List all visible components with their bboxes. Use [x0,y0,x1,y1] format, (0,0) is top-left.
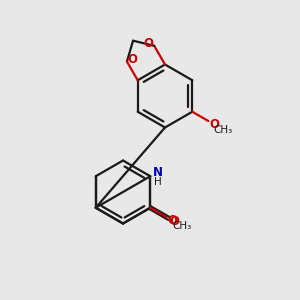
Text: O: O [127,52,137,66]
Text: CH₃: CH₃ [214,125,233,135]
Text: CH₃: CH₃ [172,221,192,231]
Text: O: O [167,214,177,227]
Text: O: O [144,37,154,50]
Text: O: O [170,215,180,228]
Text: N: N [153,166,163,178]
Text: H: H [154,177,161,187]
Text: O: O [209,118,219,131]
